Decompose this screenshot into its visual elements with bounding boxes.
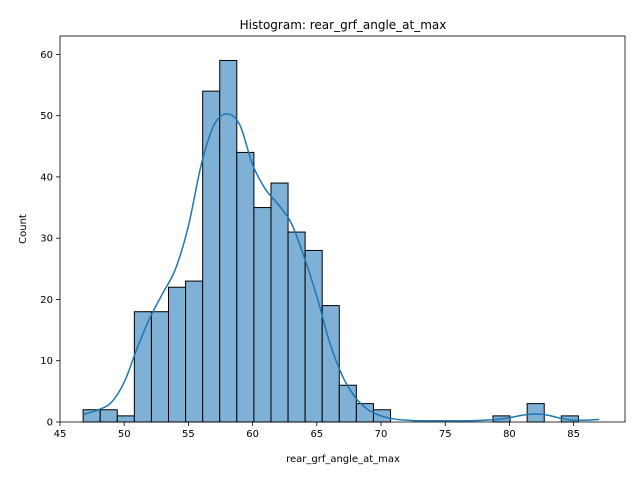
x-tick-label: 80 [503,429,516,440]
y-axis-label: Count [18,214,29,244]
y-tick-label: 20 [40,295,53,306]
histogram-bar [202,90,221,423]
histogram-bar [287,231,306,423]
bars-layer [82,60,579,423]
histogram-bar [270,182,289,423]
plot-frame [59,35,626,423]
kde-curve [82,113,600,422]
x-axis: 45 50 55 60 65 70 75 80 85 [54,422,580,440]
x-tick-label: 55 [182,429,195,440]
x-axis-label: rear_grf_angle_at_max [286,454,400,465]
histogram-bar [150,311,170,423]
x-tick-label: 85 [567,429,580,440]
y-tick-label: 10 [40,356,53,367]
histogram-bar [304,249,323,423]
histogram-bar [338,384,357,423]
histogram-bar [133,311,152,423]
y-tick-label: 60 [40,50,53,61]
histogram-bar [168,286,187,423]
y-tick-label: 40 [40,172,53,183]
histogram-bar [116,415,135,423]
chart-title: Histogram: rear_grf_angle_at_max [240,18,447,32]
y-tick-label: 50 [40,111,53,122]
histogram-bar [185,280,204,423]
x-tick-label: 70 [375,429,388,440]
y-tick-label: 30 [40,234,53,245]
histogram-bar [253,207,272,423]
x-tick-label: 75 [439,429,452,440]
y-tick-label: 0 [47,418,53,429]
histogram-bar [236,151,255,423]
histogram-bar [526,403,545,423]
x-tick-label: 60 [246,429,259,440]
histogram-bar [99,409,118,423]
x-tick-label: 50 [118,429,131,440]
x-tick-label: 45 [54,429,67,440]
y-axis: 0 10 20 30 40 50 60 [40,50,60,429]
x-tick-label: 65 [310,429,323,440]
